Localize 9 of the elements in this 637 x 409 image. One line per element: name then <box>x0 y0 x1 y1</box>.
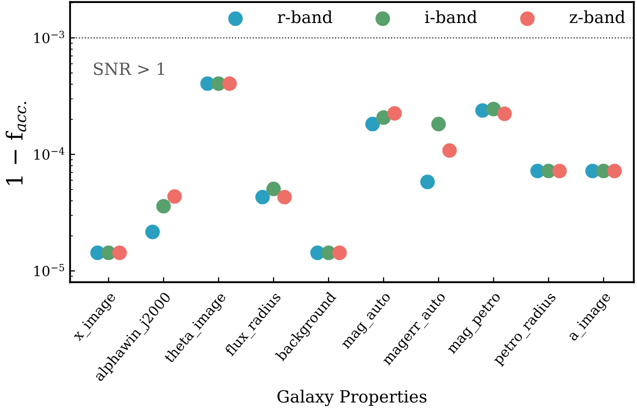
legend-label: z-band <box>570 10 625 24</box>
legend-label: i-band <box>425 10 477 24</box>
y-tick-label: 10$^{−3}$ <box>34 30 64 44</box>
y-tick-label: 10$^{−4}$ <box>34 147 64 160</box>
y-axis-title: 1 − f$_{acc.}$ <box>6 102 26 185</box>
y-tick-label: 10$^{−5}$ <box>34 264 64 276</box>
annotation: SNR > 1 <box>94 62 164 76</box>
x-axis-title: Galaxy Properties <box>277 390 426 406</box>
legend-label: r-band <box>278 10 332 24</box>
